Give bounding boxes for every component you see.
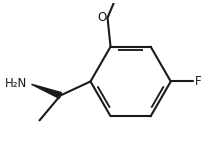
Text: O: O bbox=[97, 11, 106, 24]
Polygon shape bbox=[32, 84, 62, 98]
Text: F: F bbox=[194, 75, 201, 88]
Text: H₂N: H₂N bbox=[5, 77, 28, 90]
